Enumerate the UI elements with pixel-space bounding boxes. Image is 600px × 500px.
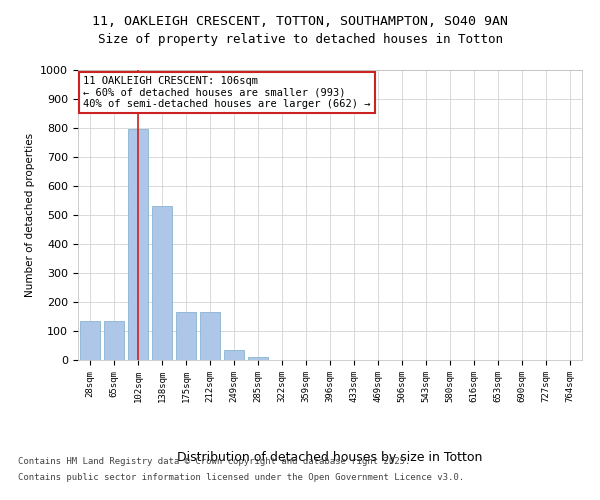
Bar (128, 130, 148, 360)
Bar (152, 206, 172, 360)
Text: Contains HM Land Registry data © Crown copyright and database right 2025.: Contains HM Land Registry data © Crown c… (18, 458, 410, 466)
Y-axis label: Number of detached properties: Number of detached properties (25, 133, 35, 297)
Bar (224, 350, 244, 360)
Text: Contains public sector information licensed under the Open Government Licence v3: Contains public sector information licen… (18, 472, 464, 482)
Text: 11, OAKLEIGH CRESCENT, TOTTON, SOUTHAMPTON, SO40 9AN: 11, OAKLEIGH CRESCENT, TOTTON, SOUTHAMPT… (92, 15, 508, 28)
Bar (200, 312, 220, 360)
Bar (80, 321, 100, 360)
Text: Size of property relative to detached houses in Totton: Size of property relative to detached ho… (97, 32, 503, 46)
Bar (104, 321, 124, 360)
Text: 11 OAKLEIGH CRESCENT: 106sqm
← 60% of detached houses are smaller (993)
40% of s: 11 OAKLEIGH CRESCENT: 106sqm ← 60% of de… (83, 76, 371, 109)
X-axis label: Distribution of detached houses by size in Totton: Distribution of detached houses by size … (178, 450, 482, 464)
Bar (176, 312, 196, 360)
Bar (248, 357, 268, 360)
